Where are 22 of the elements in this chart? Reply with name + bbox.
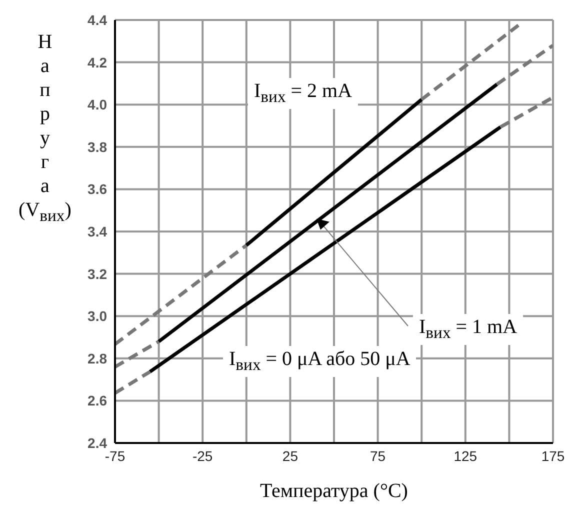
annotation: I$_{вих}$ = 1 mA xyxy=(419,316,518,342)
annotation: I$_{вих}$ = 0 μA або 50 μA xyxy=(229,348,410,374)
y-tick-label: 2.4 xyxy=(88,434,108,451)
y-tick-label: 3.4 xyxy=(88,223,108,240)
y-tick-label: 3.6 xyxy=(88,181,108,198)
y-tick-label: 3.0 xyxy=(88,308,108,324)
x-tick-label: -75 xyxy=(104,448,126,464)
x-tick-label: 175 xyxy=(541,448,565,464)
y-tick-label: 4.0 xyxy=(88,96,108,113)
y-tick-label: 2.8 xyxy=(88,350,108,366)
y-tick-label: 3.2 xyxy=(88,266,108,282)
text: Напруга (V$_{вих}$) xyxy=(18,31,72,225)
y-tick-label: 3.8 xyxy=(88,138,108,155)
x-axis-title: Температура (°C) xyxy=(260,480,408,502)
x-tick-label: -25 xyxy=(192,448,213,464)
y-tick-label: 2.6 xyxy=(88,392,108,409)
x-tick-label: 25 xyxy=(282,448,298,464)
y-tick-label: 4.2 xyxy=(88,54,108,70)
x-tick-label: 75 xyxy=(370,448,386,464)
x-tick-label: 125 xyxy=(454,448,478,464)
y-tick-label: 4.4 xyxy=(88,12,108,28)
annotation: I$_{вих}$ = 2 mA xyxy=(254,80,352,106)
